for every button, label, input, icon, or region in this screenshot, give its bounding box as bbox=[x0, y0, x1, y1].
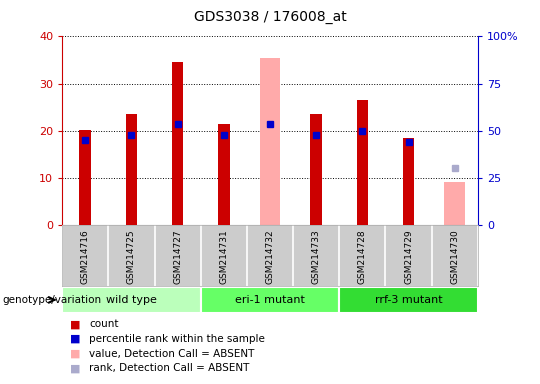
Bar bbox=[218, 124, 230, 225]
Text: GSM214732: GSM214732 bbox=[266, 230, 274, 284]
Text: ■: ■ bbox=[70, 334, 80, 344]
Bar bbox=[79, 130, 91, 225]
Bar bbox=[310, 114, 322, 225]
Bar bbox=[126, 114, 137, 225]
Text: eri-1 mutant: eri-1 mutant bbox=[235, 295, 305, 305]
Text: percentile rank within the sample: percentile rank within the sample bbox=[89, 334, 265, 344]
Text: GSM214727: GSM214727 bbox=[173, 230, 182, 284]
Bar bbox=[62, 287, 201, 313]
Text: GSM214716: GSM214716 bbox=[80, 230, 90, 284]
Text: value, Detection Call = ABSENT: value, Detection Call = ABSENT bbox=[89, 349, 254, 359]
Bar bbox=[339, 287, 478, 313]
Text: ■: ■ bbox=[70, 319, 80, 329]
Text: count: count bbox=[89, 319, 119, 329]
Bar bbox=[444, 182, 465, 225]
Bar bbox=[260, 58, 280, 225]
Text: rrf-3 mutant: rrf-3 mutant bbox=[375, 295, 442, 305]
Text: GSM214733: GSM214733 bbox=[312, 230, 321, 284]
Text: GSM214731: GSM214731 bbox=[219, 230, 228, 284]
Text: genotype/variation: genotype/variation bbox=[3, 295, 102, 305]
Text: GSM214729: GSM214729 bbox=[404, 230, 413, 284]
Text: GSM214730: GSM214730 bbox=[450, 230, 460, 284]
Text: rank, Detection Call = ABSENT: rank, Detection Call = ABSENT bbox=[89, 363, 249, 373]
Text: wild type: wild type bbox=[106, 295, 157, 305]
Bar bbox=[403, 137, 414, 225]
Bar bbox=[356, 100, 368, 225]
Text: GSM214725: GSM214725 bbox=[127, 230, 136, 284]
Bar bbox=[172, 62, 184, 225]
Text: GSM214728: GSM214728 bbox=[358, 230, 367, 284]
Text: ■: ■ bbox=[70, 349, 80, 359]
Bar bbox=[201, 287, 339, 313]
Text: ■: ■ bbox=[70, 363, 80, 373]
Text: GDS3038 / 176008_at: GDS3038 / 176008_at bbox=[194, 10, 346, 23]
